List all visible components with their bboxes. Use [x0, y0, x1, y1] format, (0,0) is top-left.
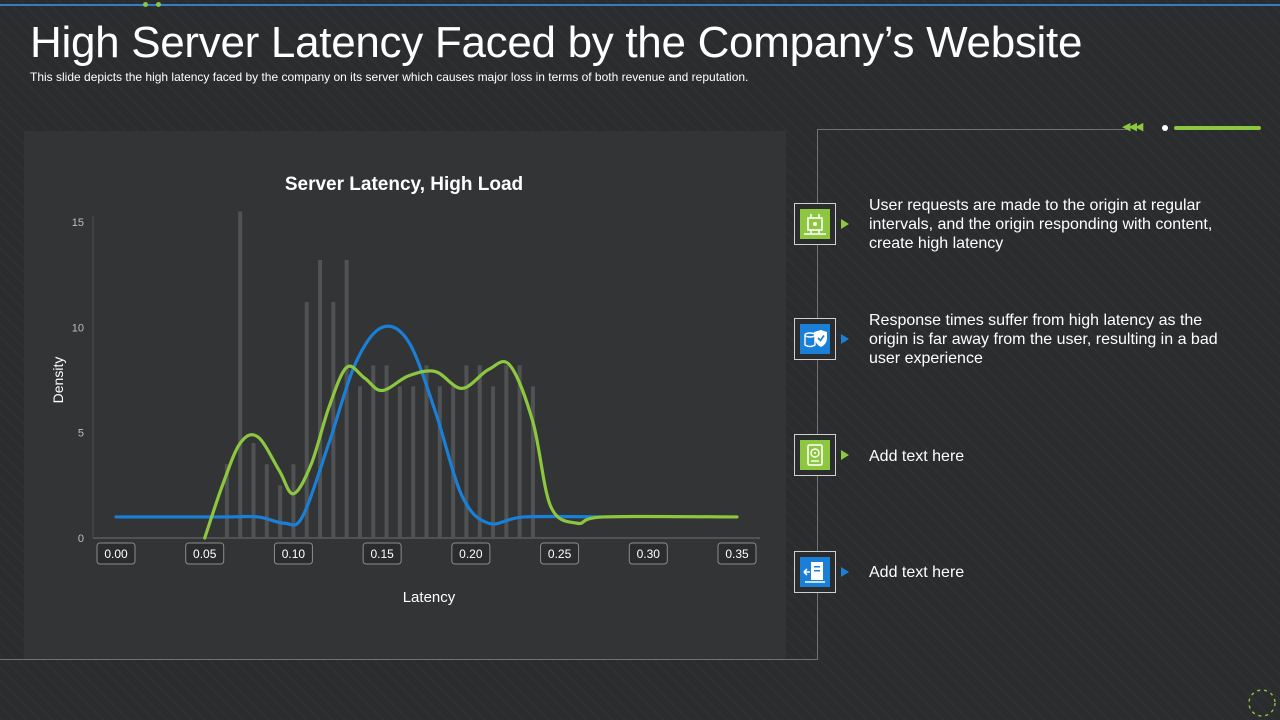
- histogram-bar: [238, 211, 243, 538]
- x-tick-box: [96, 542, 136, 565]
- x-tick-box: [362, 542, 402, 565]
- y-tick-label: 0: [78, 533, 84, 545]
- frame-line: [817, 129, 818, 660]
- histogram-bar: [517, 365, 522, 538]
- histogram-bar: [251, 443, 256, 538]
- chart-title: Server Latency, High Load: [285, 174, 523, 195]
- histogram-bar: [384, 365, 389, 538]
- frame-line: [0, 659, 817, 660]
- dot-decoration: [1162, 125, 1168, 131]
- histogram-bar: [357, 386, 362, 538]
- top-dot: [156, 2, 161, 7]
- y-tick-label: 15: [72, 217, 84, 229]
- histogram-bar: [371, 365, 376, 538]
- chart-panel: [24, 131, 786, 659]
- arrows-decoration: ◀◀◀: [1122, 121, 1143, 133]
- histogram-bar: [344, 259, 349, 538]
- x-tick-box: [540, 542, 580, 565]
- shield-database-icon: [800, 324, 830, 354]
- histogram-bar: [278, 485, 283, 538]
- item-icon-box: [794, 318, 836, 360]
- x-tick-box: [185, 542, 225, 565]
- file-transfer-icon: [800, 557, 830, 587]
- histogram-bar: [424, 365, 429, 538]
- histogram-bar: [411, 386, 416, 538]
- accent-bar: [1174, 126, 1261, 130]
- histogram-bar: [437, 386, 442, 538]
- x-tick-label: 0.00: [104, 547, 128, 561]
- frame-line: [817, 129, 1127, 130]
- y-tick-label: 5: [78, 428, 84, 440]
- x-tick-label: 0.20: [459, 547, 483, 561]
- histogram-bar: [491, 386, 496, 538]
- x-tick-box: [451, 542, 491, 565]
- density-line-green: [203, 360, 739, 540]
- x-tick-box: [273, 542, 313, 565]
- item-icon-box: [794, 434, 836, 476]
- x-tick-label: 0.35: [725, 547, 749, 561]
- item-text: Add text here: [869, 448, 965, 465]
- histogram-bar: [224, 464, 229, 538]
- histogram-bar: [331, 302, 336, 538]
- item-text: Response times suffer from high latency …: [869, 312, 1218, 367]
- y-axis-label: Density: [50, 357, 66, 404]
- item-pointer: [841, 334, 849, 344]
- server-icon: [800, 209, 830, 239]
- x-tick-label: 0.15: [370, 547, 394, 561]
- x-tick-box: [717, 542, 757, 565]
- x-axis-label: Latency: [403, 589, 456, 606]
- item-icon-box: [794, 551, 836, 593]
- top-dot: [143, 2, 148, 7]
- histogram-bar: [397, 386, 402, 538]
- histogram-bar: [504, 365, 509, 538]
- item-pointer: [841, 567, 849, 577]
- x-tick-label: 0.10: [282, 547, 306, 561]
- histogram-bar: [304, 302, 309, 538]
- histogram-bar: [291, 464, 296, 538]
- histogram-bar: [464, 365, 469, 538]
- slide-title: High Server Latency Faced by the Company…: [30, 18, 1083, 67]
- x-tick-label: 0.30: [637, 547, 661, 561]
- histogram-bar: [318, 259, 323, 538]
- item-text: User requests are made to the origin at …: [869, 197, 1213, 252]
- top-rule: [0, 4, 1280, 6]
- corner-dots-decoration: [1248, 689, 1276, 717]
- slide-subtitle: This slide depicts the high latency face…: [30, 70, 749, 84]
- histogram-bar: [451, 386, 456, 538]
- histogram-bar: [264, 464, 269, 538]
- x-tick-box: [628, 542, 668, 565]
- item-pointer: [841, 219, 849, 229]
- histogram-bar: [477, 365, 482, 538]
- y-tick-label: 10: [72, 322, 84, 334]
- density-line-blue: [114, 324, 606, 527]
- x-tick-label: 0.05: [193, 547, 217, 561]
- item-icon-box: [794, 203, 836, 245]
- item-text: Add text here: [869, 564, 965, 581]
- latency-chart: Server Latency, High Load Density Latenc…: [50, 174, 760, 606]
- x-tick-label: 0.25: [548, 547, 572, 561]
- hard-drive-icon: [800, 440, 830, 470]
- histogram-bar: [530, 386, 535, 538]
- item-pointer: [841, 450, 849, 460]
